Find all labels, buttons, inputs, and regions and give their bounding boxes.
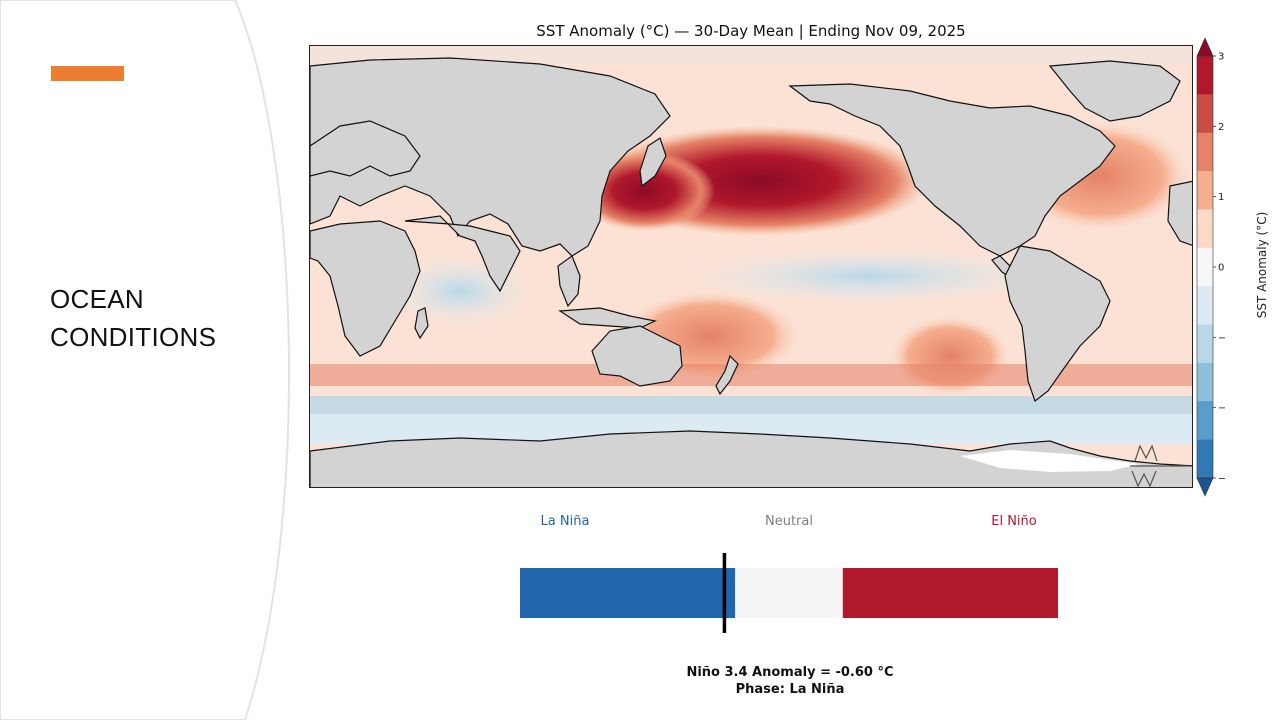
colorbar-bin — [1197, 94, 1213, 134]
indonesia-land — [558, 307, 657, 329]
colorbar-tick-label: 3 — [1218, 52, 1224, 63]
colorbar-tick-label: 1 — [1218, 192, 1224, 203]
nino34-anomaly-text: Niño 3.4 Anomaly = -0.60 °C — [686, 665, 894, 680]
land-masses — [310, 57, 1192, 402]
sst-anomaly-map — [309, 45, 1193, 488]
el-nino-segment — [842, 568, 1058, 618]
enso-summary: Niño 3.4 Anomaly = -0.60 °C Phase: La Ni… — [590, 664, 990, 698]
antarctic-ice-shelf — [960, 450, 1140, 472]
southern-ocean-warm-band — [310, 364, 1192, 386]
colorbar-extend-min — [1196, 477, 1214, 497]
enso-phase-bar — [520, 553, 1058, 633]
colorbar-extend-max — [1196, 38, 1214, 57]
colorbar-bin — [1197, 324, 1213, 364]
colorbar-bin — [1197, 171, 1213, 210]
heading-line-1: OCEAN — [50, 284, 144, 314]
watermark-logo — [1130, 444, 1188, 487]
heading-line-2: CONDITIONS — [50, 322, 217, 352]
colorbar-bin — [1197, 209, 1213, 249]
neutral-segment — [735, 568, 843, 618]
watermark-w — [1131, 470, 1157, 487]
sst-map-svg — [310, 46, 1192, 487]
colorbar-tick-label: −2 — [1218, 403, 1225, 414]
watermark-m — [1134, 444, 1158, 462]
colorbar-bin — [1197, 56, 1213, 95]
map-title: SST Anomaly (°C) — 30-Day Mean | Ending … — [536, 22, 966, 40]
antarctica-land — [310, 430, 1192, 487]
neutral-label: Neutral — [765, 514, 813, 529]
colorbar: 3 2 1 0 −1 −2 −3 — [1196, 38, 1225, 497]
colorbar-bin — [1197, 247, 1213, 287]
arabia-india-land — [404, 215, 521, 293]
colorbar-bin — [1197, 286, 1213, 325]
new-zealand-land — [715, 354, 739, 396]
southeast-asia-land — [557, 255, 581, 308]
slide-heading: OCEAN CONDITIONS — [50, 280, 270, 356]
south-america-land — [1004, 245, 1111, 402]
australia-land — [591, 325, 683, 387]
colorbar-tick-label: −1 — [1218, 333, 1225, 344]
phase-text: Phase: La Niña — [735, 682, 845, 697]
equatorial-pacific-cool-anomaly — [690, 248, 1050, 304]
la-nina-segment — [520, 568, 736, 618]
colorbar-bin — [1197, 439, 1213, 479]
accent-bar — [51, 66, 124, 81]
north-america-land — [788, 83, 1116, 257]
colorbar-bin — [1197, 362, 1213, 402]
la-nina-label: La Niña — [540, 514, 590, 529]
el-nino-label: El Niño — [991, 514, 1037, 529]
greenland-land — [1048, 60, 1181, 122]
africa-land — [310, 220, 421, 357]
colorbar-tick-label: −3 — [1218, 474, 1225, 485]
arctic-pale-band — [310, 46, 1192, 64]
colorbar-bin — [1197, 132, 1213, 172]
colorbar-tick-label: 0 — [1218, 263, 1224, 274]
southern-ocean-cool-band — [310, 396, 1192, 414]
colorbar-tick-label: 2 — [1218, 122, 1224, 133]
left-panel-curve — [0, 0, 291, 720]
west-africa-bulge-right — [1167, 180, 1192, 246]
madagascar-land — [414, 307, 429, 340]
colorbar-bin — [1197, 401, 1213, 441]
colorbar-label: SST Anomaly (°C) — [1255, 211, 1269, 319]
japan-land — [639, 137, 667, 188]
eurasia-land — [310, 57, 671, 257]
europe-land — [310, 120, 421, 177]
